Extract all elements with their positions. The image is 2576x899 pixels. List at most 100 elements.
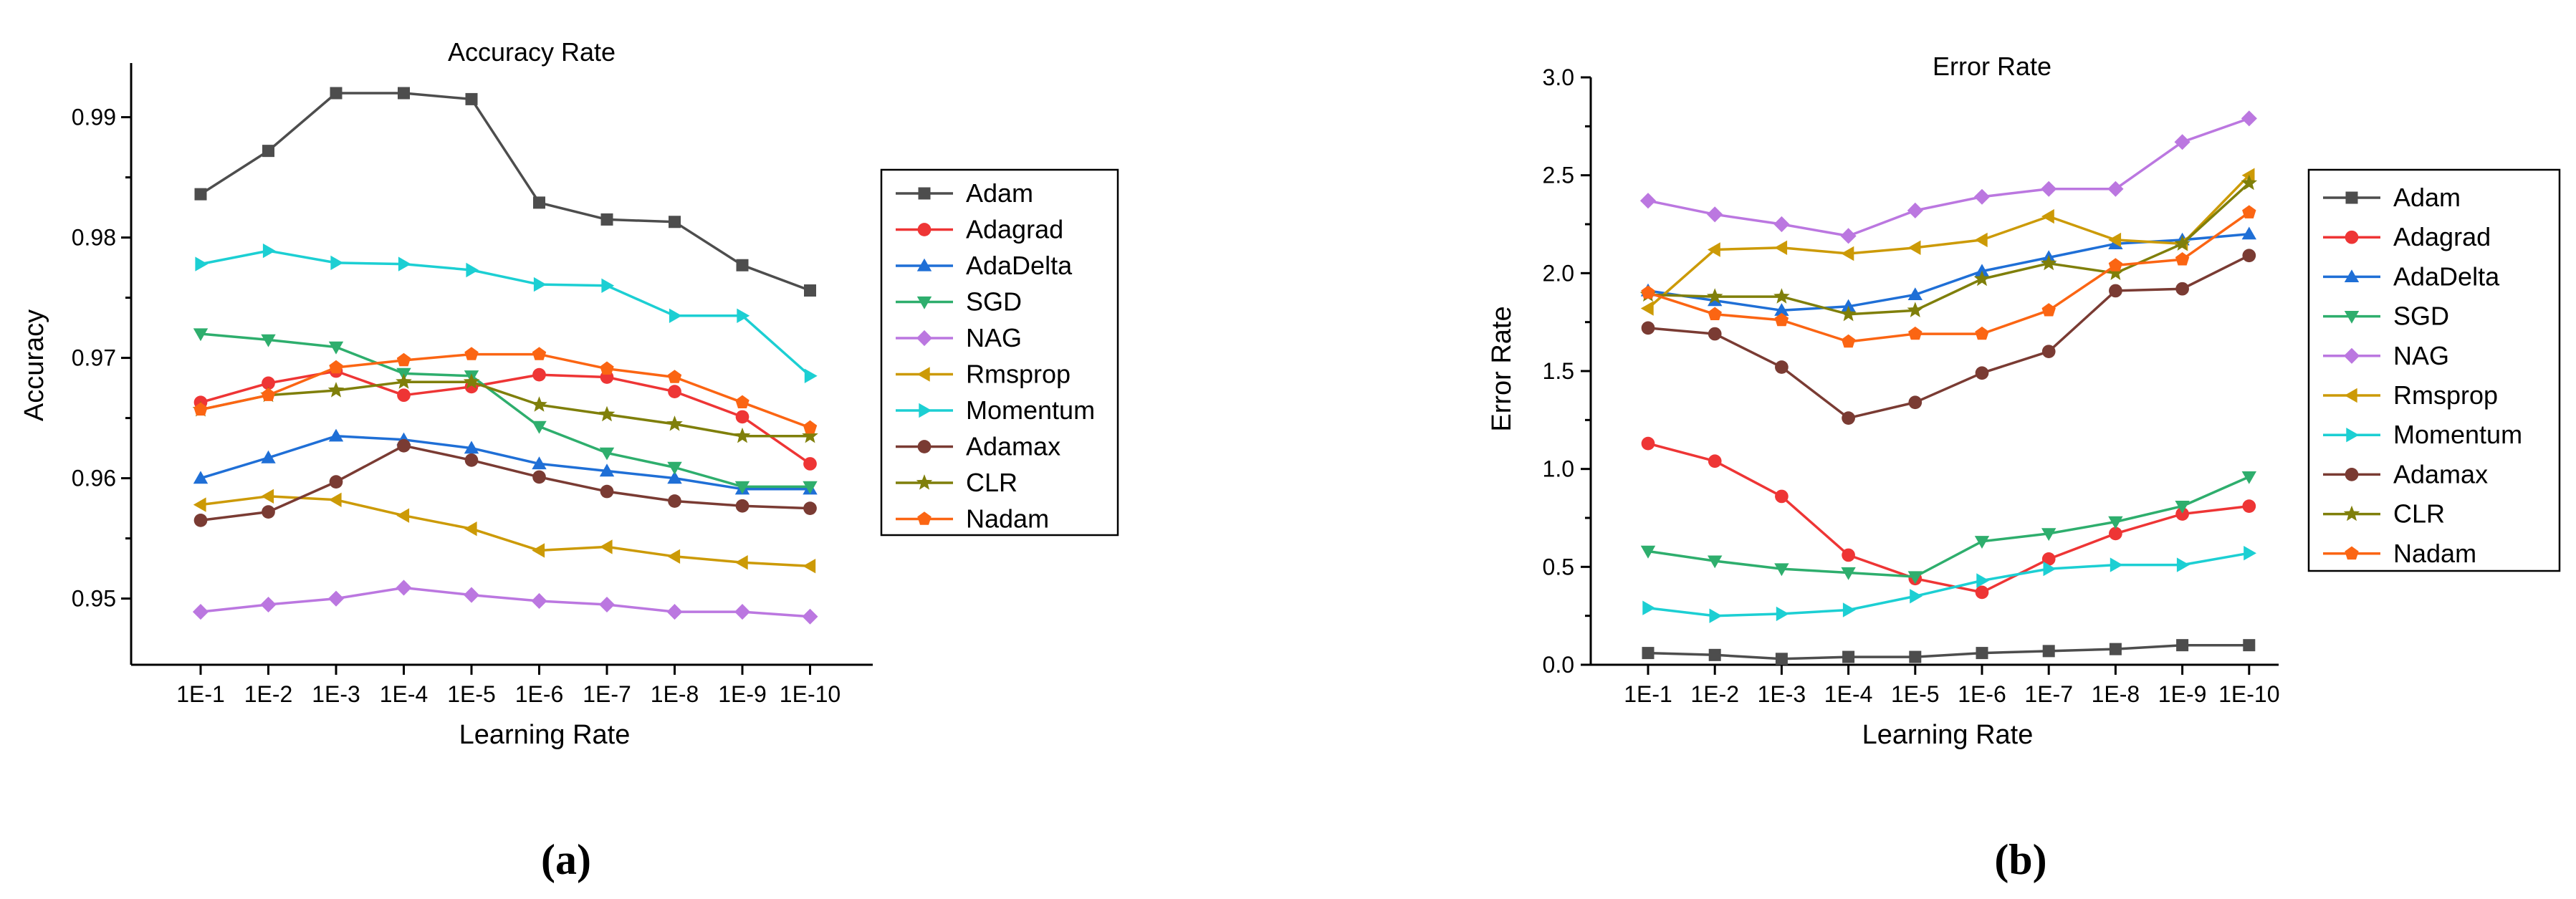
data-point-clr [1907, 302, 1924, 317]
data-point-nag [2041, 181, 2057, 197]
x-tick-label: 1E-2 [244, 681, 293, 707]
data-point-adamax [803, 501, 817, 515]
data-point-momentum [1642, 600, 1656, 615]
series-line-sgd [1647, 475, 2250, 578]
data-point-sgd [1708, 555, 1723, 569]
data-point-nag [464, 587, 479, 603]
data-point-sgd [1640, 545, 1656, 559]
data-point-rmsprop [2241, 168, 2255, 183]
data-point-rmsprop [1974, 232, 1988, 248]
data-point-nag [531, 592, 547, 609]
data-point-adam [1976, 647, 1988, 660]
legend-marker-adadelta [916, 258, 932, 271]
data-point-sgd [2241, 471, 2256, 484]
data-point-adadelta [2241, 226, 2256, 240]
series-line-momentum [200, 249, 811, 378]
data-point-rmsprop [1708, 242, 1720, 257]
data-point-rmsprop [532, 543, 545, 558]
data-point-momentum [466, 262, 479, 278]
data-point-nadam [2175, 252, 2190, 266]
data-point-adamax [464, 453, 479, 467]
data-point-nadam [1774, 312, 1789, 327]
data-point-nag [1707, 206, 1723, 223]
data-point-sgd [532, 420, 547, 434]
data-point-sgd [193, 328, 209, 342]
series-line-nag [1647, 117, 2250, 238]
data-point-nag [260, 597, 277, 612]
series-line-adagrad [200, 370, 811, 465]
series-adam [1642, 639, 2256, 665]
x-tick-label: 1E-1 [176, 681, 225, 707]
data-point-rmsprop [1774, 240, 1788, 255]
series-line-adamax [200, 444, 810, 522]
data-point-adamax [2041, 345, 2056, 359]
data-point-adagrad [735, 410, 750, 424]
series-adam [194, 87, 816, 297]
y-tick-label: 0.98 [72, 225, 116, 251]
legend-label-rmsprop: Rmsprop [2393, 380, 2498, 410]
data-point-adagrad [2041, 552, 2056, 566]
legend-label-adamax: Adamax [2393, 459, 2488, 489]
y-tick-label: 0.95 [72, 586, 116, 612]
legend-marker-adagrad [2345, 230, 2359, 244]
legend-label-nadam: Nadam [2393, 539, 2476, 568]
data-point-adamax [1975, 366, 1989, 380]
data-point-clr [1773, 288, 1790, 304]
data-point-clr [531, 396, 547, 412]
data-point-adam [2109, 643, 2122, 655]
panel-label: (b) [1994, 836, 2046, 883]
series-sgd [193, 328, 818, 494]
legend-marker-nadam [2345, 546, 2359, 560]
data-point-nadam [1908, 326, 1923, 340]
data-point-adam [1642, 647, 1655, 660]
data-point-momentum [1842, 602, 1856, 617]
legend-label-nadam: Nadam [966, 504, 1049, 534]
data-point-momentum [2110, 557, 2123, 572]
data-point-rmsprop [2041, 208, 2054, 224]
data-point-adamax [1842, 411, 1855, 425]
data-point-sgd [599, 447, 615, 461]
data-point-clr [2174, 235, 2190, 251]
legend-marker-sgd [916, 296, 932, 309]
data-point-adam [736, 259, 749, 271]
y-tick-label: 2.0 [1543, 260, 1574, 286]
data-point-adam [398, 87, 410, 100]
legend-marker-adagrad [917, 223, 932, 236]
data-point-nadam [2242, 205, 2256, 218]
data-point-clr [1973, 270, 1991, 287]
data-point-rmsprop [328, 492, 342, 507]
legend-marker-adadelta [2344, 269, 2360, 282]
data-point-adamax [668, 494, 681, 508]
data-point-nadam [1708, 307, 1722, 320]
data-point-adam [2042, 645, 2055, 658]
data-point-clr [2040, 254, 2057, 271]
series-line-adam [200, 92, 811, 292]
data-point-nag [2107, 181, 2124, 197]
data-point-rmsprop [1907, 240, 1921, 255]
data-point-momentum [601, 278, 615, 293]
series-nag [192, 580, 818, 625]
data-point-nadam [1841, 334, 1856, 348]
series-line-adam [1647, 643, 2249, 660]
x-tick-label: 1E-5 [1891, 681, 1940, 707]
data-point-clr [2107, 264, 2124, 280]
data-point-nadam [261, 388, 276, 401]
data-point-nag [666, 604, 683, 620]
y-tick-label: 1.0 [1543, 456, 1574, 482]
chart-panel-accuracy: 0.95 0.96 0.97 0.98 0.99 1E-1 1E-2 1E-3 1E-4 1E-5… [19, 37, 1119, 883]
legend-label-adamax: Adamax [966, 432, 1060, 461]
data-point-adamax [1775, 360, 1789, 374]
legend-label-adam: Adam [966, 178, 1033, 208]
legend-marker-clr [916, 474, 933, 490]
x-tick-label: 1E-6 [515, 681, 564, 707]
data-point-nadam [2041, 303, 2056, 317]
data-point-momentum [1910, 589, 1923, 604]
data-point-nadam [532, 347, 547, 360]
data-point-adamax [735, 499, 750, 513]
x-tick-label: 1E-8 [2092, 681, 2140, 707]
data-point-momentum [1776, 606, 1789, 622]
series-line-momentum [1647, 552, 2250, 617]
data-point-nadam [600, 361, 614, 375]
data-point-sgd [667, 461, 682, 475]
